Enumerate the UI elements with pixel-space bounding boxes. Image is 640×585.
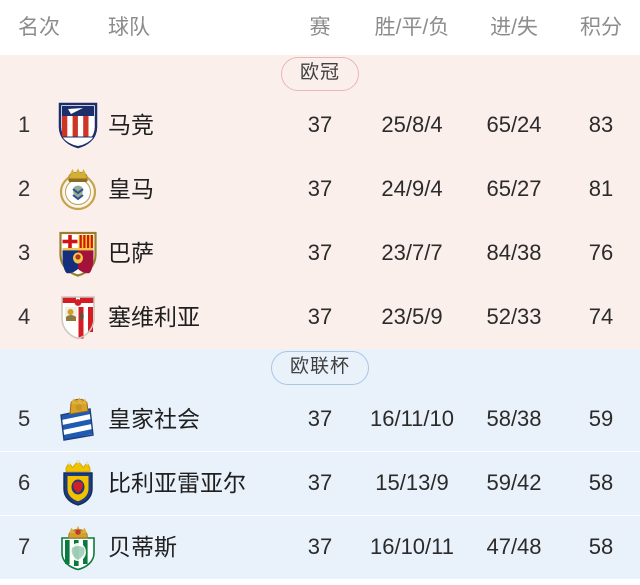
row-played: 37 [307,112,333,137]
atletico-madrid-crest [57,101,99,149]
row-played: 37 [307,534,333,559]
row-points: 59 [588,406,614,431]
zone-badge-wrap-uel: 欧联杯 [0,349,640,387]
row-rank: 2 [18,176,31,201]
row-points: 58 [588,470,614,495]
row-goals: 84/38 [486,240,542,265]
row-points: 81 [588,176,614,201]
row-rank: 6 [18,470,31,495]
zone-europa-league: 欧联杯 5 皇家社会 37 16/ [0,349,640,579]
row-team-name: 塞维利亚 [108,304,200,330]
row-team-name: 皇家社会 [108,406,200,432]
table-row[interactable]: 4 塞维 [0,285,640,349]
zone-badge-europa-league: 欧联杯 [270,350,369,386]
row-wdl: 15/13/9 [375,470,449,495]
row-wdl: 25/8/4 [381,112,443,137]
row-wdl: 16/11/10 [369,406,454,431]
table-header-row: 名次 球队 赛 胜/平/负 进/失 积分 [0,0,640,55]
column-header-goals: 进/失 [490,16,538,39]
row-rank: 4 [18,304,31,329]
row-played: 37 [307,240,333,265]
row-team-name: 皇马 [108,176,154,202]
row-wdl: 23/5/9 [381,304,443,329]
zone-champions-league: 欧冠 1 马竞 37 25/8/4 [0,55,640,349]
table-row[interactable]: 2 皇马 37 24/9/4 65/27 81 [0,157,640,221]
table-row[interactable]: 5 皇家社会 37 16/11/10 58/38 [0,387,640,451]
row-wdl: 24/9/4 [381,176,443,201]
column-header-team: 球队 [108,16,150,39]
row-played: 37 [307,406,333,431]
row-rank: 1 [18,112,31,137]
sevilla-crest [57,293,99,341]
column-header-points: 积分 [580,16,622,39]
zone-badge-champions-league: 欧冠 [280,56,359,92]
row-rank: 5 [18,406,31,431]
table-row[interactable]: 1 马竞 37 25/8/4 65/24 8 [0,93,640,157]
column-header-played: 赛 [309,16,331,39]
column-header-rank: 名次 [18,16,60,39]
column-header-wdl: 胜/平/负 [374,16,450,39]
table-row[interactable]: 3 [0,221,640,285]
zone-badge-wrap-ucl: 欧冠 [0,55,640,93]
real-madrid-crest [57,165,99,213]
row-rank: 3 [18,240,31,265]
row-goals: 47/48 [486,534,542,559]
row-team-name: 巴萨 [108,240,154,266]
row-points: 74 [588,304,614,329]
row-points: 58 [588,534,614,559]
barcelona-crest [57,229,99,277]
table-row[interactable]: 7 贝蒂斯 37 16/ [0,515,640,579]
real-sociedad-crest [57,395,99,443]
row-goals: 65/24 [486,112,542,137]
row-goals: 52/33 [486,304,542,329]
row-points: 83 [588,112,614,137]
real-betis-crest [57,523,99,571]
row-team-name: 比利亚雷亚尔 [108,470,246,496]
row-team-name: 马竞 [108,112,154,138]
row-wdl: 16/10/11 [369,534,454,559]
row-rank: 7 [18,534,31,559]
row-goals: 58/38 [486,406,542,431]
row-points: 76 [588,240,614,265]
row-played: 37 [307,176,333,201]
table-row[interactable]: 6 比利亚雷亚尔 37 15/13/9 59/42 58 [0,451,640,515]
row-goals: 59/42 [486,470,542,495]
row-goals: 65/27 [486,176,542,201]
row-played: 37 [307,304,333,329]
row-team-name: 贝蒂斯 [108,534,177,560]
villarreal-crest [57,459,99,507]
row-wdl: 23/7/7 [381,240,443,265]
row-played: 37 [307,470,333,495]
